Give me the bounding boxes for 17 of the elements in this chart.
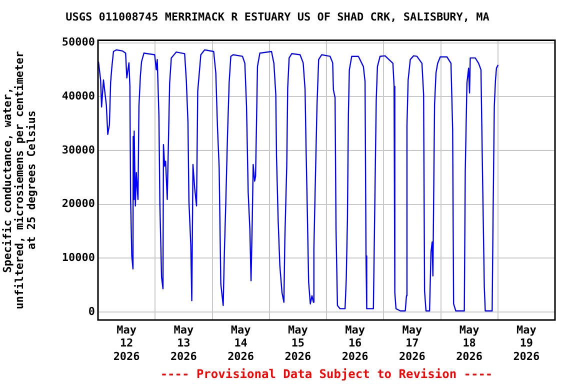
x-tick-label: May 13 2026: [170, 323, 198, 363]
x-tick-label: May 16 2026: [342, 323, 369, 363]
y-tick-label: 40000: [62, 90, 95, 103]
chart-title: USGS 011008745 MERRIMACK R ESTUARY US OF SHAD CRK, SALISBURY, MA: [66, 10, 490, 24]
y-tick-label: 20000: [62, 197, 95, 210]
x-tick-label: May 17 2026: [398, 323, 426, 363]
x-tick-label: May 18 2026: [456, 323, 483, 363]
y-tick-label: 0: [88, 304, 95, 318]
x-tick-label: May 15 2026: [284, 323, 312, 363]
y-tick-label: 50000: [62, 36, 95, 49]
x-tick-label: May 12 2026: [113, 323, 140, 363]
y-axis-title: Specific conductance, water, unfiltered, microsiemens per centimeter at 25 degrees Celsius: [0, 50, 38, 310]
y-tick-label: 30000: [62, 143, 95, 156]
y-tick-label: 10000: [62, 250, 95, 264]
x-tick-label: May 19 2026: [513, 323, 540, 363]
x-tick-label: May 14 2026: [228, 323, 254, 363]
text: ---- Provisional Data Subject to Revision ----: [160, 367, 493, 382]
